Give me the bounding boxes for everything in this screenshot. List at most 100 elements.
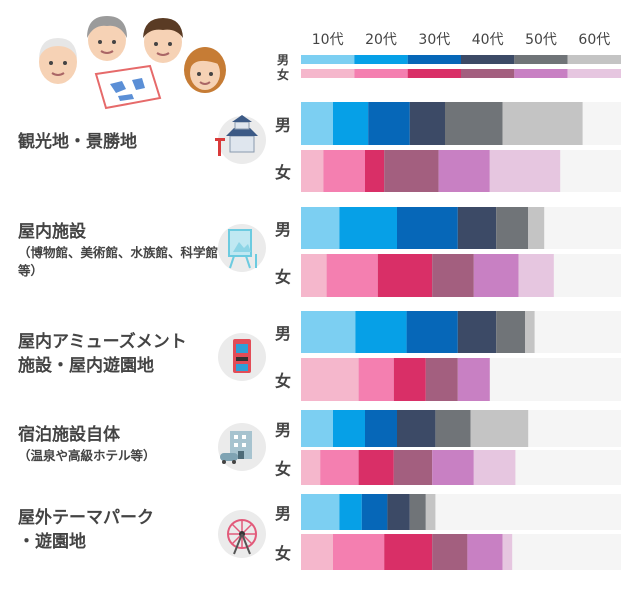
gender-label-female: 女 (275, 544, 291, 563)
category-label: 宿泊施設自体 （温泉や高級ホテル等） (18, 423, 156, 465)
bar-segment-female-60代 (489, 150, 561, 192)
legend-swatch-male (301, 55, 355, 64)
legend-swatch-male (514, 55, 568, 64)
legend-swatch-male (407, 55, 461, 64)
category-group: 男女 (275, 311, 621, 401)
legend-swatch-female (301, 69, 355, 78)
bar-segment-female-30代 (393, 358, 426, 401)
category-name: 屋外テーマパーク (18, 508, 154, 528)
category-group: 男女 (275, 207, 621, 297)
bar-segment-male-20代 (355, 311, 407, 353)
category-label: 観光地・景勝地 (18, 130, 137, 154)
bar-segment-female-50代 (467, 534, 503, 570)
legend-age-label: 40代 (472, 32, 504, 48)
bar-segment-male-30代 (368, 102, 410, 145)
bar-segment-female-20代 (323, 150, 365, 192)
legend-swatch-male (461, 55, 515, 64)
gender-label-male: 男 (275, 504, 291, 523)
bar-segment-male-50代 (435, 410, 471, 447)
grandmother-icon (87, 16, 127, 61)
bar-segment-male-60代 (525, 311, 535, 353)
ferris-wheel-icon (218, 510, 266, 558)
bar-segment-female-20代 (358, 358, 394, 401)
mother-icon (184, 47, 226, 93)
bar-segment-female-20代 (320, 450, 359, 485)
gender-label-male: 男 (275, 324, 291, 343)
category-sub: ・遊園地 (18, 532, 86, 552)
gender-label-female: 女 (275, 460, 291, 479)
category-label: 屋内アミューズメント 施設・屋内遊園地 (18, 330, 187, 378)
bar-segment-female-20代 (326, 254, 378, 297)
bar-segment-male-40代 (409, 102, 445, 145)
legend-age-label: 20代 (365, 32, 397, 48)
bar-segment-female-30代 (384, 534, 433, 570)
bar-segment-male-40代 (457, 311, 497, 353)
category-sub: （博物館、美術館、水族館、科学館等） (18, 245, 219, 278)
family-travel-illustration (39, 16, 226, 110)
legend-age-label: 10代 (312, 32, 344, 48)
bar-segment-female-40代 (384, 150, 439, 192)
gender-label-male: 男 (275, 421, 291, 440)
bar-segment-male-10代 (301, 311, 356, 353)
legend-age-label: 50代 (525, 32, 557, 48)
bar-segment-male-40代 (457, 207, 497, 249)
category-name: 宿泊施設自体 (18, 425, 120, 445)
bar-segment-female-10代 (301, 534, 333, 570)
gender-label-female: 女 (275, 163, 291, 182)
bar-segment-male-10代 (301, 207, 340, 249)
bar-segment-female-50代 (438, 150, 490, 192)
gender-label-female: 女 (275, 372, 291, 391)
gender-label-female: 女 (275, 268, 291, 287)
legend-swatch-female (514, 69, 568, 78)
bar-segment-female-30代 (358, 450, 394, 485)
category-group: 男女 (275, 410, 621, 485)
hotel-icon (218, 423, 266, 471)
bar-segment-female-50代 (432, 450, 474, 485)
bar-segment-male-10代 (301, 494, 340, 530)
bar-segment-female-40代 (432, 534, 468, 570)
category-group: 男女 (275, 102, 621, 192)
legend-swatch-female (354, 69, 408, 78)
legend-male-label: 男 (277, 53, 289, 67)
category-sub: 施設・屋内遊園地 (18, 356, 154, 376)
bar-segment-male-30代 (406, 311, 458, 353)
legend-swatch-female (567, 69, 621, 78)
bar-segment-female-50代 (457, 358, 490, 401)
bar-segment-male-60代 (470, 410, 529, 447)
bar-segment-female-40代 (432, 254, 474, 297)
category-label: 屋外テーマパーク ・遊園地 (18, 506, 154, 554)
bar-segment-male-10代 (301, 102, 333, 145)
category-label: 屋内施設 （博物館、美術館、水族館、科学館等） (18, 220, 218, 280)
bar-segment-male-60代 (502, 102, 583, 145)
bar-segment-female-50代 (473, 254, 519, 297)
bar-segment-male-20代 (333, 410, 365, 447)
bar-segment-male-30代 (397, 207, 458, 249)
bar-segment-male-60代 (425, 494, 436, 530)
bar-segment-male-20代 (339, 207, 397, 249)
bar-segment-male-30代 (365, 410, 397, 447)
bar-segment-male-40代 (397, 410, 436, 447)
bar-segment-female-10代 (301, 150, 324, 192)
legend-age-label: 30代 (418, 32, 450, 48)
bar-segment-female-10代 (301, 254, 327, 297)
legend-swatch-female (407, 69, 461, 78)
arcade-icon (218, 333, 266, 381)
bar-segment-female-20代 (333, 534, 385, 570)
bar-segment-male-50代 (445, 102, 503, 145)
bar-segment-male-50代 (496, 207, 529, 249)
category-name: 屋内施設 (18, 222, 86, 242)
map-icon (94, 64, 162, 110)
bar-segment-female-10代 (301, 358, 359, 401)
bar-segment-female-60代 (502, 534, 513, 570)
bar-segment-female-30代 (365, 150, 385, 192)
legend-swatch-female (461, 69, 515, 78)
gender-label-male: 男 (275, 116, 291, 135)
bar-segment-male-40代 (387, 494, 410, 530)
bar-segment-female-30代 (377, 254, 433, 297)
bar-segment-male-30代 (361, 494, 388, 530)
bar-segment-male-60代 (528, 207, 545, 249)
category-name: 屋内アミューズメント (18, 332, 187, 352)
